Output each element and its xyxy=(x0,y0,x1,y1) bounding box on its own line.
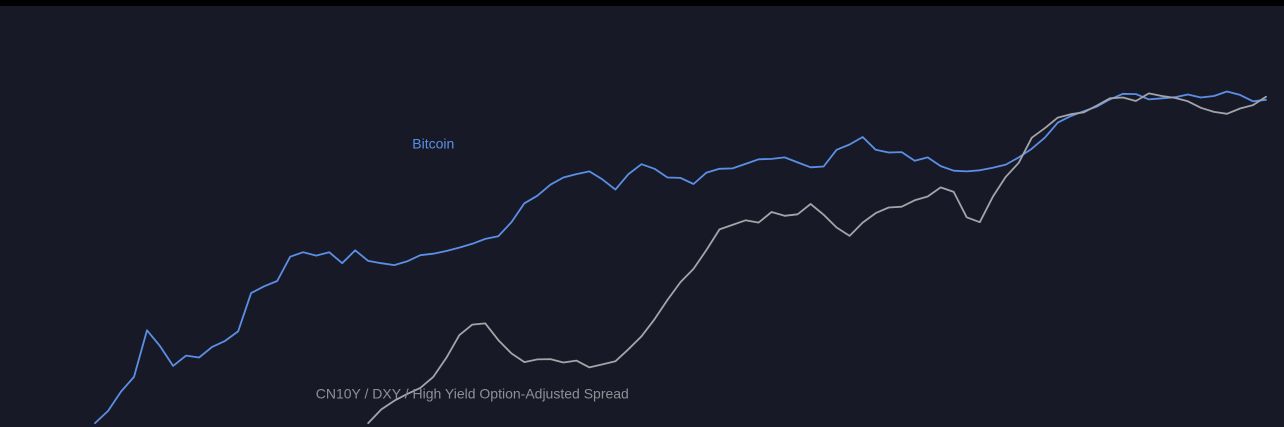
series-line-0 xyxy=(94,90,1267,424)
series-label-1: CN10Y / DXY / High Yield Option-Adjusted… xyxy=(316,386,629,402)
series-line-1 xyxy=(367,92,1267,424)
series-label-0: Bitcoin xyxy=(412,135,454,151)
top-border-bar xyxy=(0,0,1284,6)
